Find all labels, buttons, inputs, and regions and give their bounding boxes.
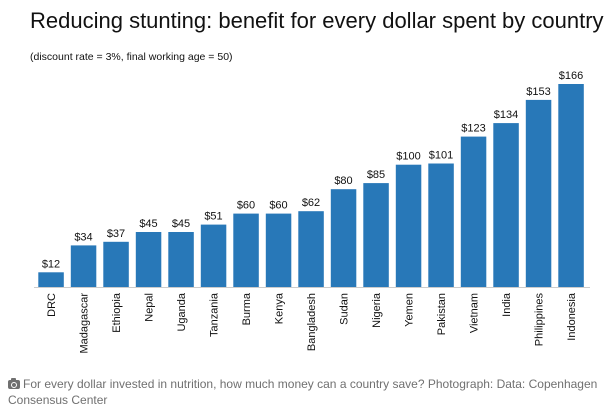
category-label-india: India bbox=[501, 292, 513, 317]
data-label-bangladesh: $62 bbox=[302, 197, 320, 209]
category-label-yemen: Yemen bbox=[404, 293, 416, 327]
chart-title: Reducing stunting: benefit for every dol… bbox=[30, 8, 604, 33]
category-label-bangladesh: Bangladesh bbox=[306, 293, 318, 351]
bar-bangladesh bbox=[298, 211, 324, 287]
data-label-vietnam: $123 bbox=[461, 123, 485, 135]
data-label-yemen: $100 bbox=[396, 151, 420, 163]
category-label-vietnam: Vietnam bbox=[469, 293, 481, 333]
data-label-indonesia: $166 bbox=[559, 70, 583, 82]
category-label-pakistan: Pakistan bbox=[436, 293, 448, 335]
category-label-drc: DRC bbox=[46, 293, 58, 317]
data-label-nepal: $45 bbox=[139, 218, 157, 230]
category-label-madagascar: Madagascar bbox=[79, 293, 91, 354]
bar-madagascar bbox=[70, 245, 97, 287]
bar-uganda bbox=[168, 232, 194, 287]
data-label-nigeria: $85 bbox=[367, 169, 385, 181]
bar-philippines bbox=[525, 99, 552, 288]
data-label-madagascar: $34 bbox=[74, 231, 92, 243]
bar-vietnam bbox=[460, 136, 487, 287]
bar-ethiopia bbox=[103, 241, 129, 287]
data-label-kenya: $60 bbox=[269, 200, 287, 212]
data-label-india: $134 bbox=[494, 109, 518, 121]
bar-nepal bbox=[135, 232, 162, 287]
data-label-drc: $12 bbox=[42, 258, 60, 270]
caption-text: For every dollar invested in nutrition, … bbox=[8, 377, 598, 407]
bar-indonesia bbox=[558, 84, 584, 287]
bar-sudan bbox=[330, 189, 357, 287]
category-labels: DRC Madagascar Ethiopia Nepal Uganda Tanzania… bbox=[46, 292, 578, 353]
category-label-sudan: Sudan bbox=[339, 293, 351, 325]
bar-nigeria bbox=[363, 183, 389, 287]
category-label-burma: Burma bbox=[241, 292, 253, 325]
bar-chart: $12 $34 $37 $45 $45 $51 $60 $60 $62 $80 $85 $100 $10… bbox=[34, 70, 590, 354]
caption: For every dollar invested in nutrition, … bbox=[8, 376, 608, 408]
data-label-ethiopia: $37 bbox=[107, 228, 125, 240]
data-labels: $12 $34 $37 $45 $45 $51 $60 $60 $62 $80 $85 $100 $10… bbox=[42, 70, 583, 270]
data-label-sudan: $80 bbox=[334, 175, 352, 187]
chart-subtitle: (discount rate = 3%, final working age =… bbox=[30, 51, 233, 63]
bar-india bbox=[493, 123, 519, 287]
bar-pakistan bbox=[428, 163, 454, 287]
bar-burma bbox=[233, 213, 259, 287]
bar-tanzania bbox=[200, 224, 227, 287]
bar-kenya bbox=[265, 213, 292, 287]
category-label-nepal: Nepal bbox=[144, 293, 156, 322]
data-label-pakistan: $101 bbox=[429, 150, 453, 162]
category-label-tanzania: Tanzania bbox=[209, 292, 221, 337]
category-label-indonesia: Indonesia bbox=[566, 292, 578, 341]
category-label-ethiopia: Ethiopia bbox=[111, 292, 123, 333]
data-label-uganda: $45 bbox=[172, 218, 190, 230]
bar-yemen bbox=[395, 164, 422, 287]
category-label-philippines: Philippines bbox=[534, 293, 546, 347]
bars bbox=[38, 84, 584, 288]
data-label-tanzania: $51 bbox=[204, 211, 222, 223]
bar-drc bbox=[38, 272, 64, 287]
category-label-uganda: Uganda bbox=[176, 292, 188, 331]
category-label-nigeria: Nigeria bbox=[371, 292, 383, 328]
category-label-kenya: Kenya bbox=[274, 292, 286, 324]
data-label-burma: $60 bbox=[237, 200, 255, 212]
data-label-philippines: $153 bbox=[526, 86, 550, 98]
camera-icon bbox=[8, 378, 20, 389]
